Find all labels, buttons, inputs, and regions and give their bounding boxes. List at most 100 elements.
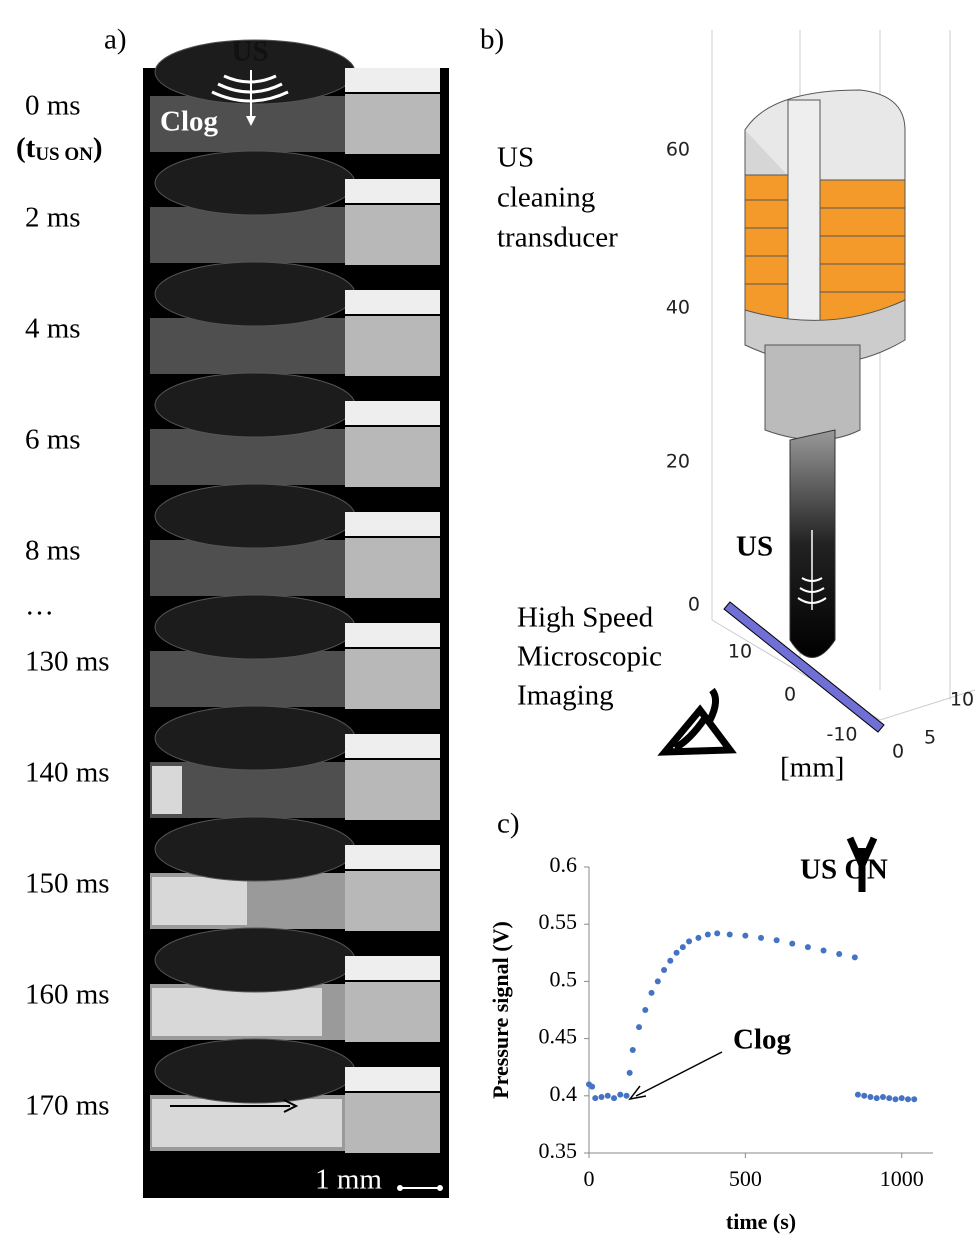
panel-label: c) xyxy=(497,808,520,840)
data-point xyxy=(617,1091,624,1098)
data-point xyxy=(904,1096,911,1103)
channel-right xyxy=(345,760,440,820)
time-label: 8 ms xyxy=(25,535,81,567)
lens xyxy=(154,261,356,327)
data-point xyxy=(673,949,680,956)
lens xyxy=(154,150,356,216)
x-tick-label: 500 xyxy=(729,1166,762,1191)
channel-left xyxy=(150,429,345,485)
data-point xyxy=(626,1069,633,1076)
channel-right xyxy=(345,94,440,154)
scale-bar-end xyxy=(397,1185,403,1191)
data-point xyxy=(654,978,661,985)
data-point xyxy=(629,1047,636,1054)
y-tick-label: 0.55 xyxy=(539,909,578,934)
data-point xyxy=(598,1093,605,1100)
time-label: 6 ms xyxy=(25,424,81,456)
data-point xyxy=(820,947,827,954)
imaging-label: Imaging xyxy=(517,680,614,712)
data-point xyxy=(604,1092,611,1099)
transducer xyxy=(744,89,906,658)
lens xyxy=(154,372,356,438)
time-label: 4 ms xyxy=(25,313,81,345)
data-point xyxy=(804,944,811,951)
y-tick-label: 0.5 xyxy=(550,966,578,991)
data-point xyxy=(623,1092,630,1099)
channel xyxy=(723,601,885,733)
data-point xyxy=(726,931,733,938)
data-point xyxy=(592,1095,599,1102)
data-point xyxy=(742,932,749,939)
wall xyxy=(345,623,440,647)
data-point xyxy=(879,1093,886,1100)
data-point xyxy=(636,1024,643,1031)
wall xyxy=(345,68,440,92)
channel-left xyxy=(150,207,345,263)
wall xyxy=(345,512,440,536)
annotation-arrow xyxy=(635,1051,723,1097)
x-tick-label: 0 xyxy=(584,1166,595,1191)
lens xyxy=(154,927,356,993)
flow-arrow-head xyxy=(283,1099,299,1113)
panel-label: a) xyxy=(104,24,127,56)
time-label: 170 ms xyxy=(25,1090,110,1122)
z-tick-label: 20 xyxy=(666,451,690,473)
cleared xyxy=(152,988,322,1036)
transducer-label: US xyxy=(497,142,534,174)
wall xyxy=(345,179,440,203)
y-tick-label: 10 xyxy=(950,689,974,711)
time-label: 2 ms xyxy=(25,202,81,234)
channel-right xyxy=(345,982,440,1042)
data-point xyxy=(661,966,668,973)
data-point xyxy=(851,954,858,961)
y-tick-label: 0.4 xyxy=(550,1081,578,1106)
data-point xyxy=(589,1083,596,1090)
channel-right xyxy=(345,205,440,265)
data-point xyxy=(611,1095,618,1102)
channel-right xyxy=(345,649,440,709)
channel-left xyxy=(150,96,345,152)
x-tick-label: 10 xyxy=(728,641,752,663)
time-label: … xyxy=(25,590,54,622)
transducer-label: transducer xyxy=(497,222,618,254)
time-label: 150 ms xyxy=(25,868,110,900)
data-point xyxy=(854,1091,861,1098)
wall xyxy=(345,845,440,869)
imaging-label: High Speed xyxy=(517,602,654,634)
y-tick-label: 0.6 xyxy=(550,852,578,877)
data-point xyxy=(773,937,780,944)
data-point xyxy=(898,1095,905,1102)
annotation: US ON xyxy=(800,854,888,886)
overlay-us: US xyxy=(231,36,268,68)
data-point xyxy=(642,1007,649,1013)
data-point xyxy=(758,934,764,941)
channel-left xyxy=(150,762,345,818)
y-axis-title: Pressure signal (V) xyxy=(488,921,513,1099)
wall xyxy=(345,401,440,425)
z-tick-label: 40 xyxy=(666,297,690,319)
t-label: (tUS ON) xyxy=(16,132,103,166)
scale-bar-label: 1 mm xyxy=(315,1164,382,1196)
annotation-arrow-head xyxy=(628,1085,647,1101)
lens xyxy=(154,1038,356,1104)
z-tick-label: 60 xyxy=(666,139,690,161)
time-label: 160 ms xyxy=(25,979,110,1011)
time-label: 140 ms xyxy=(25,757,110,789)
cleared xyxy=(152,877,247,925)
lens xyxy=(154,816,356,882)
channel-left xyxy=(150,318,345,374)
data-point xyxy=(714,930,721,937)
data-point xyxy=(867,1093,874,1100)
wall xyxy=(345,956,440,980)
y-tick-label: 0.35 xyxy=(539,1138,578,1163)
data-point xyxy=(686,938,693,945)
data-point xyxy=(886,1095,893,1102)
wall xyxy=(345,290,440,314)
channel-left xyxy=(150,540,345,596)
data-point xyxy=(648,989,655,996)
x-tick-label: 0 xyxy=(784,684,796,706)
channel-right xyxy=(345,427,440,487)
data-point xyxy=(679,944,686,951)
y-tick-label: 5 xyxy=(924,727,936,749)
